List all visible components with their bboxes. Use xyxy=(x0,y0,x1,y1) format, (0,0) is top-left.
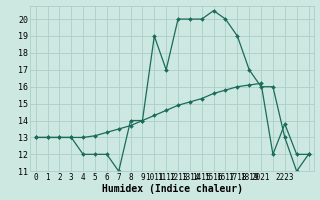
X-axis label: Humidex (Indice chaleur): Humidex (Indice chaleur) xyxy=(101,184,243,194)
